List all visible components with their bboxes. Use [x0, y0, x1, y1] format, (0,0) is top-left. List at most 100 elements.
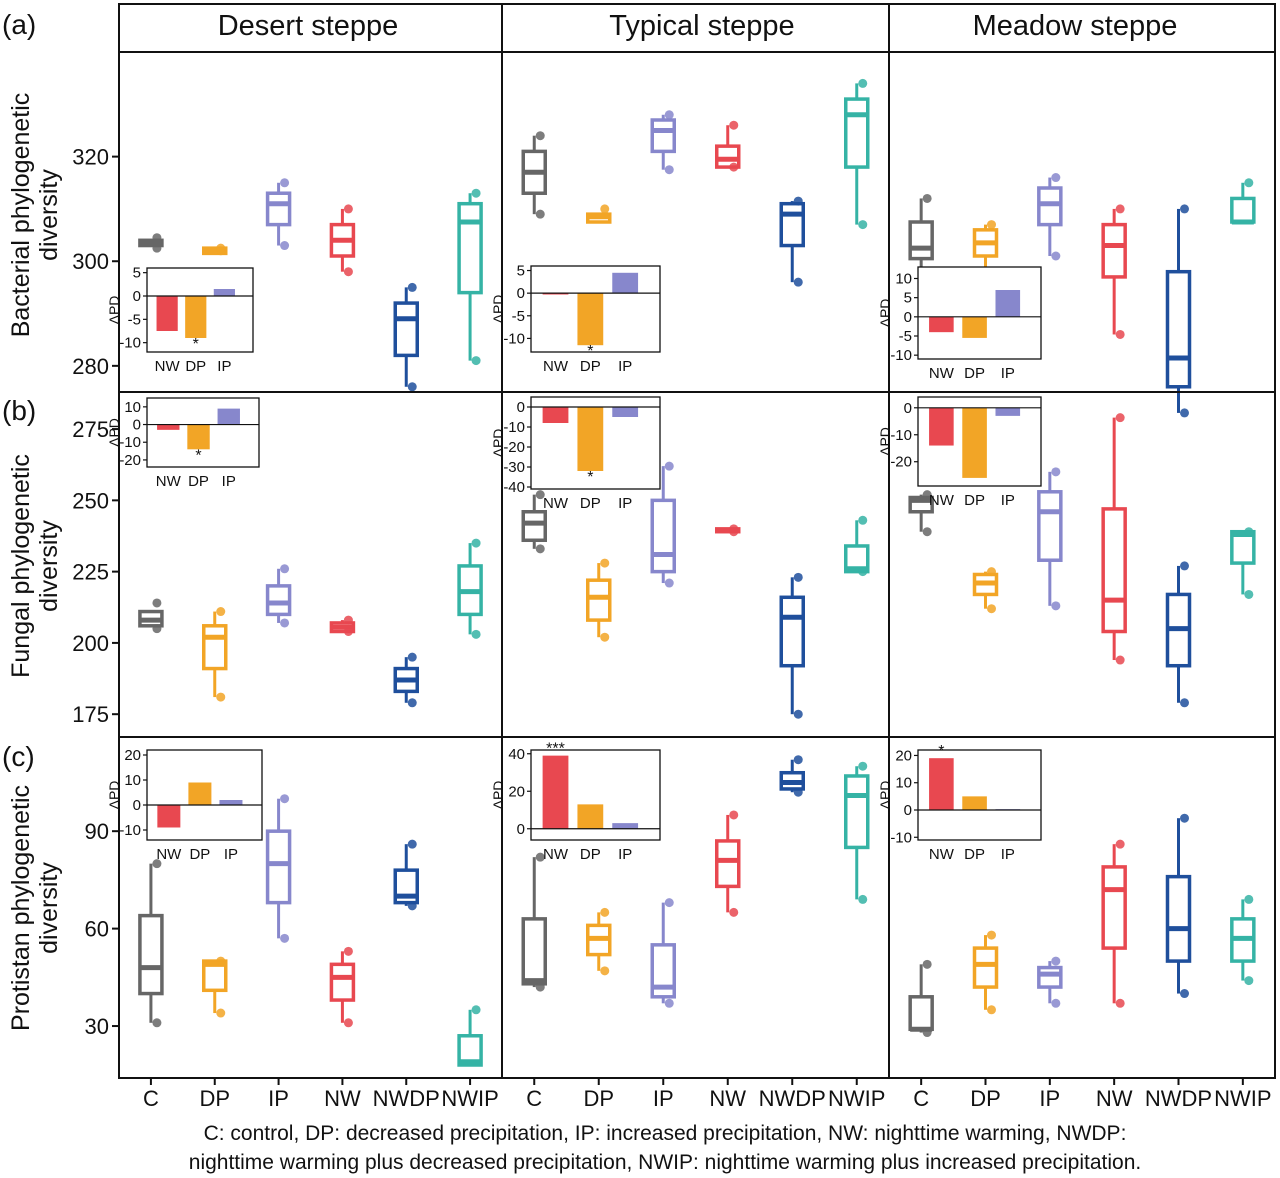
inset-significance: *	[193, 336, 199, 353]
x-tick-label: DP	[583, 1086, 614, 1111]
column-title-typical: Typical steppe	[609, 10, 794, 42]
outlier-point	[1051, 173, 1061, 183]
inset-bacterial-typical: 5 0 -5 -10 NW DP* IP ΔPD	[490, 263, 661, 375]
box-body	[650, 118, 676, 154]
outlier-point	[729, 524, 739, 534]
box-dp	[202, 956, 228, 1018]
inset-y-tick-label: 20	[508, 783, 525, 800]
box-nwdp	[1165, 204, 1192, 418]
y-label-fungal-line2: diversity	[35, 520, 63, 612]
outlier-point	[280, 794, 290, 804]
outlier-point	[1115, 839, 1125, 849]
box-nwdp	[1165, 813, 1192, 999]
inset-bar-dp	[962, 407, 987, 478]
inset-x-label: DP	[188, 473, 209, 490]
inset-x-label: NW	[929, 492, 955, 509]
outlier-point	[600, 632, 610, 642]
inset-y-tick-label: 5	[904, 290, 912, 307]
inset-y-label: ΔPD	[490, 429, 506, 458]
outlier-point	[1051, 467, 1061, 477]
inset-fungal-typical: 0 -10 -20 -30 -40 NW DP * IP ΔPD	[490, 396, 661, 512]
inset-y-tick-label: -10	[119, 335, 141, 352]
y-label-protistan-line1: Protistan phylogenetic	[7, 785, 35, 1031]
row-letter-a: (a)	[2, 9, 36, 40]
box-c	[908, 959, 934, 1038]
box-c	[138, 598, 164, 634]
x-tick-label: NW	[1096, 1086, 1133, 1111]
box-c	[521, 852, 547, 992]
outlier-point	[600, 558, 610, 568]
inset-y-tick-label: 10	[895, 775, 912, 792]
outlier-point	[1244, 527, 1254, 537]
panel-fungal-typical: 0 -10 -20 -30 -40 NW DP * IP ΔPD	[490, 396, 870, 719]
outlier-point	[922, 527, 932, 537]
box-nw	[329, 615, 356, 637]
box-body	[844, 97, 870, 169]
outlier-point	[922, 959, 932, 969]
inset-significance: *	[587, 343, 593, 360]
inset-y-label: ΔPD	[877, 299, 893, 328]
panel-fungal-meadow: 0 -10 -20 NW DP IP ΔPD	[877, 396, 1256, 708]
box-nwdp	[393, 839, 419, 911]
box-body	[650, 498, 676, 574]
outlier-point	[793, 196, 803, 206]
box-body	[138, 913, 164, 996]
box-nwdp	[393, 652, 419, 708]
box-nwdp	[779, 572, 805, 719]
inset-bar-nw	[157, 805, 181, 828]
box-body	[650, 943, 676, 999]
outlier-point	[1180, 989, 1189, 999]
inset-y-tick-label: -10	[890, 427, 912, 444]
inset-y-tick-label: 20	[895, 747, 912, 764]
box-nwip	[1230, 894, 1256, 986]
inset-y-tick-label: 5	[133, 265, 141, 282]
outlier-point	[1180, 698, 1189, 708]
box-ip	[1037, 173, 1063, 261]
column-titles: Desert steppe Typical steppe Meadow step…	[218, 10, 1178, 42]
inset-y-tick-label: -10	[890, 829, 912, 846]
box-body	[779, 201, 805, 248]
outlier-point	[1180, 813, 1189, 823]
y-tick-label: 90	[85, 819, 109, 844]
box-nwip	[1230, 527, 1256, 599]
inset-x-label: DP	[964, 846, 985, 863]
y-tick-label: 275	[72, 417, 109, 442]
inset-y-tick-label: 0	[904, 309, 912, 326]
inset-x-label: DP	[185, 358, 206, 375]
outlier-point	[1244, 976, 1254, 986]
outlier-point	[152, 598, 162, 608]
inset-bar-nw	[157, 424, 180, 430]
row-letters: (a) (b) (c)	[2, 9, 36, 772]
caption-line-1: C: control, DP: decreased precipitation,…	[204, 1122, 1127, 1145]
inset-y-tick-label: 0	[904, 400, 912, 417]
box-nwdp	[393, 282, 419, 392]
box-body	[265, 191, 292, 227]
inset-bar-ip	[612, 823, 639, 829]
inset-y-tick-label: -10	[503, 419, 525, 436]
box-nwip	[844, 515, 870, 577]
row-y-labels: Bacterial phylogenetic diversity Fungal …	[7, 93, 63, 1031]
box-body	[1230, 196, 1256, 224]
box-ip	[265, 178, 292, 251]
outlier-point	[535, 131, 545, 141]
inset-y-tick-label: -20	[119, 452, 141, 469]
outlier-point	[793, 755, 803, 765]
inset-y-tick-label: -10	[890, 347, 912, 364]
box-nwip	[457, 188, 483, 366]
inset-y-tick-label: -10	[119, 822, 141, 839]
y-tick-label: 300	[72, 249, 109, 274]
box-c	[138, 233, 164, 253]
inset-y-tick-label: 0	[133, 288, 141, 305]
row-letter-b: (b)	[2, 395, 36, 426]
y-tick-label: 320	[72, 145, 109, 170]
box-ip	[650, 110, 676, 175]
box-nw	[329, 946, 356, 1028]
y-label-bacterial-line1: Bacterial phylogenetic	[7, 93, 35, 338]
box-nwip	[844, 761, 870, 904]
box-c	[521, 490, 547, 554]
outlier-point	[664, 998, 674, 1008]
inset-bar-dp	[187, 424, 210, 450]
inset-significance: *	[587, 469, 593, 486]
